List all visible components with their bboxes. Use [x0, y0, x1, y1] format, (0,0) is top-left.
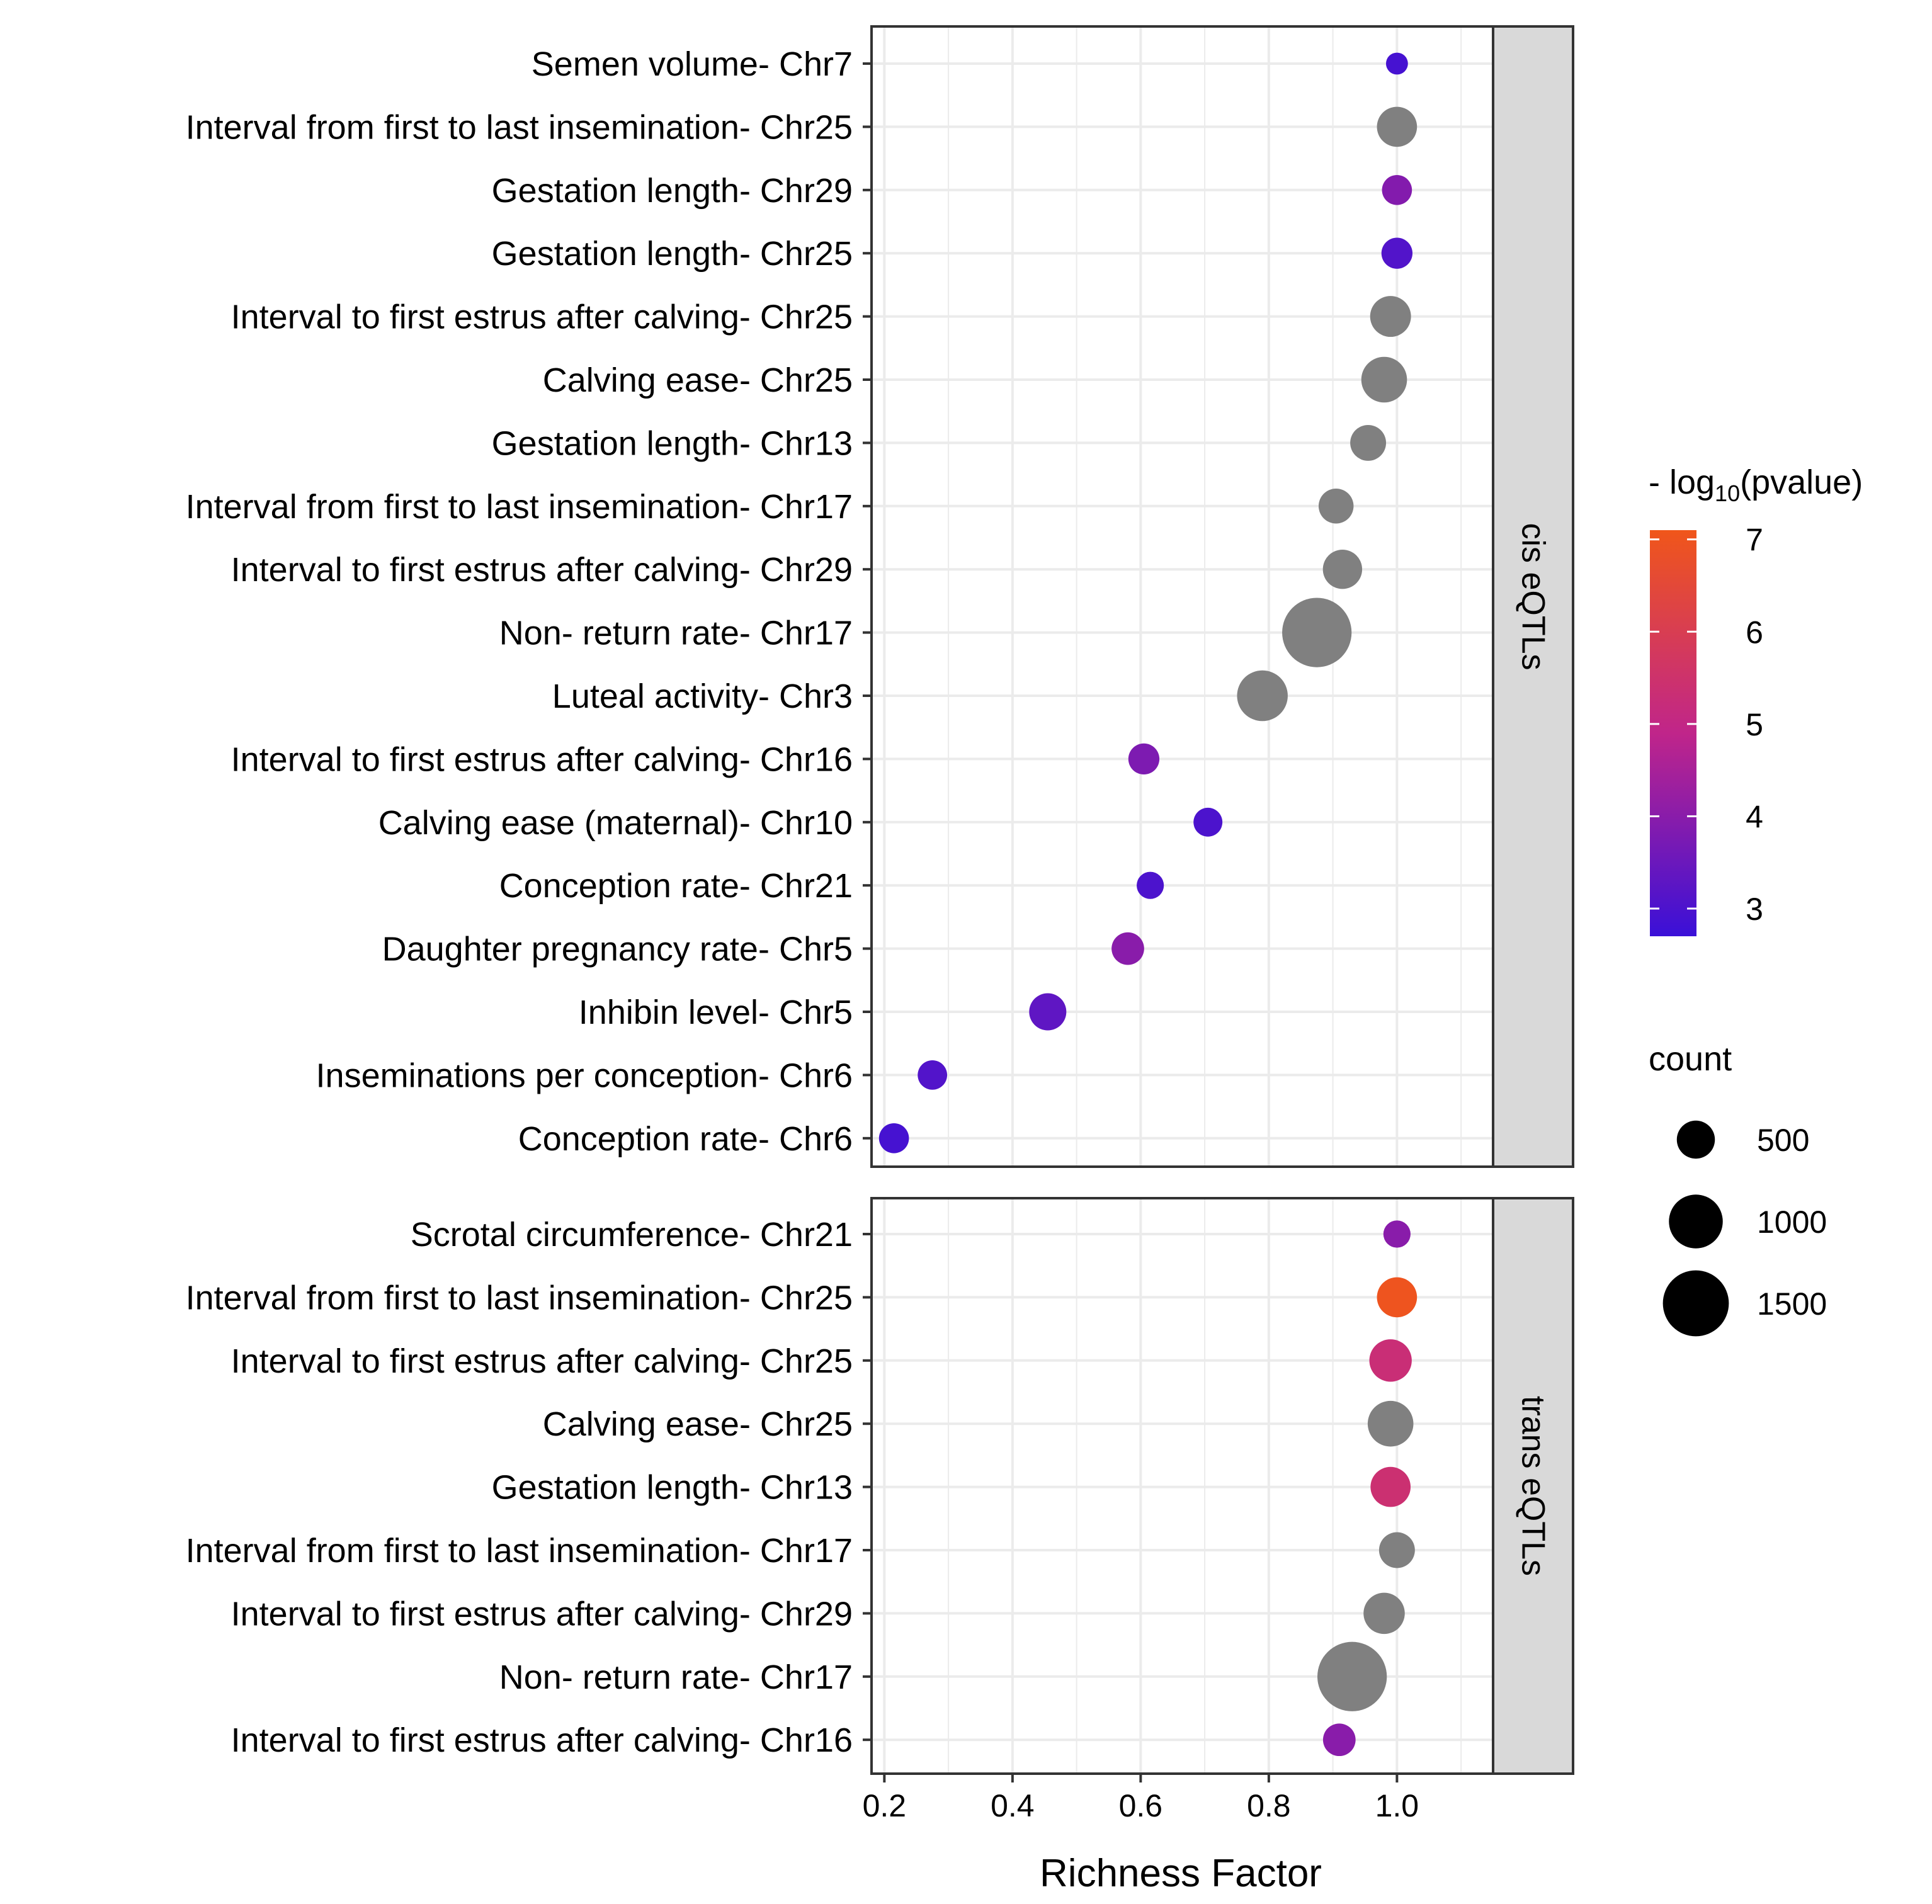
data-point	[1381, 237, 1413, 269]
y-tick-label: Interval from first to last insemination…	[186, 1532, 853, 1570]
panel-trans: Scrotal circumference- Chr21 Interval fro…	[186, 1197, 1574, 1775]
data-point	[1361, 356, 1407, 403]
x-axis-title: Richness Factor	[1040, 1852, 1322, 1895]
y-tick-label: Interval to first estrus after calving- …	[231, 298, 853, 336]
colorbar-tick-label: 3	[1746, 892, 1763, 927]
y-tick-label: Gestation length- Chr13	[492, 1469, 853, 1507]
x-tick-label: 0.2	[863, 1788, 907, 1823]
y-tick-label: Interval to first estrus after calving- …	[231, 740, 853, 778]
data-point	[1137, 871, 1164, 899]
data-point	[1378, 1532, 1415, 1568]
data-point	[1377, 1277, 1418, 1318]
y-tick-label: Interval to first estrus after calving- …	[231, 1721, 853, 1759]
y-tick-label: Interval from first to last insemination…	[186, 1279, 853, 1317]
y-tick-label: Interval to first estrus after calving- …	[231, 1342, 853, 1380]
facet-panels: Semen volume- Chr7 Interval from first to…	[186, 25, 1574, 1775]
facet-strip	[1492, 1197, 1574, 1775]
colorbar-tick-label: 5	[1746, 707, 1763, 742]
data-point	[1237, 670, 1288, 722]
y-tick-label: Interval to first estrus after calving- …	[231, 1595, 853, 1633]
data-point	[1369, 1339, 1412, 1382]
y-tick-label: Scrotal circumference- Chr21	[411, 1216, 853, 1254]
data-point	[1282, 598, 1352, 667]
data-point	[878, 1123, 909, 1153]
y-tick-label: Interval from first to last insemination…	[186, 108, 853, 146]
data-point	[1128, 743, 1160, 775]
size-legend-dot	[1676, 1120, 1715, 1159]
colorbar-title: - log10(pvalue)	[1649, 463, 1863, 506]
y-tick-label: Daughter pregnancy rate- Chr5	[382, 931, 853, 968]
colorbar-tick-label: 6	[1746, 615, 1763, 650]
y-tick-label: Conception rate- Chr6	[518, 1120, 853, 1158]
facet-strip	[1492, 25, 1574, 1168]
x-tick-label: 0.4	[991, 1788, 1035, 1823]
y-tick-label: Inseminations per conception- Chr6	[316, 1057, 853, 1094]
size-legend-items: 500 1000 1500	[1662, 1120, 1827, 1337]
x-axis: 0.2 0.4 0.6 0.8 1.0	[863, 1774, 1419, 1823]
y-tick-label: Gestation length- Chr29	[492, 172, 853, 210]
data-point	[1193, 807, 1223, 837]
legend: - log10(pvalue) 3 4 5 6 7 count 500 1000 1500	[1649, 463, 1863, 1337]
facet-strip-label: cis eQTLs	[1515, 523, 1552, 670]
y-tick-label: Conception rate- Chr21	[499, 867, 853, 905]
y-tick-label: Semen volume- Chr7	[531, 45, 853, 83]
y-tick-label: Interval from first to last insemination…	[186, 488, 853, 526]
data-point	[1367, 1400, 1414, 1447]
data-point	[1317, 1641, 1387, 1711]
data-point	[1370, 1466, 1411, 1507]
panel-cis: Semen volume- Chr7 Interval from first to…	[186, 25, 1574, 1168]
y-tick-label: Interval to first estrus after calving- …	[231, 551, 853, 589]
data-point	[1377, 106, 1418, 147]
facet-strip-label: trans eQTLs	[1515, 1396, 1552, 1576]
colorbar-gradient	[1650, 530, 1696, 936]
colorbar-tick-label: 4	[1746, 799, 1763, 834]
colorbar-title-suffix: (pvalue)	[1740, 463, 1863, 501]
y-tick-label: Calving ease- Chr25	[543, 1405, 853, 1443]
data-point	[1382, 174, 1412, 205]
size-legend-label: 500	[1757, 1123, 1809, 1158]
y-tick-label: Non- return rate- Chr17	[499, 615, 853, 652]
y-tick-label: Inhibin level- Chr5	[579, 994, 853, 1031]
y-tick-label: Gestation length- Chr25	[492, 235, 853, 273]
y-tick-label: Calving ease- Chr25	[543, 361, 853, 399]
size-legend-dot	[1669, 1194, 1723, 1249]
data-point	[1322, 1723, 1356, 1757]
size-legend-title: count	[1649, 1040, 1732, 1078]
x-tick-label: 1.0	[1375, 1788, 1419, 1823]
y-tick-label: Gestation length- Chr13	[492, 424, 853, 462]
size-legend-label: 1000	[1757, 1204, 1827, 1240]
y-tick-label: Calving ease (maternal)- Chr10	[378, 804, 853, 842]
y-tick-label: Non- return rate- Chr17	[499, 1658, 853, 1696]
colorbar-tick-label: 7	[1746, 523, 1763, 558]
data-point	[918, 1060, 948, 1090]
data-point	[1318, 489, 1354, 524]
colorbar-title-subscript: 10	[1715, 480, 1740, 506]
data-point	[1363, 1592, 1405, 1635]
data-point	[1370, 296, 1411, 337]
x-tick-label: 0.6	[1119, 1788, 1163, 1823]
data-point	[1029, 993, 1067, 1031]
data-point	[1322, 550, 1363, 589]
size-legend-dot	[1662, 1270, 1729, 1337]
y-tick-label: Luteal activity- Chr3	[552, 677, 853, 715]
data-point	[1111, 932, 1144, 965]
data-point	[1385, 52, 1408, 75]
data-point	[1350, 424, 1387, 461]
colorbar-title-prefix: - log	[1649, 463, 1715, 501]
x-tick-label: 0.8	[1247, 1788, 1291, 1823]
panel-background	[872, 26, 1493, 1167]
size-legend-label: 1500	[1757, 1286, 1827, 1322]
colorbar-ticks: 3 4 5 6 7	[1650, 523, 1763, 927]
data-point	[1383, 1220, 1411, 1248]
